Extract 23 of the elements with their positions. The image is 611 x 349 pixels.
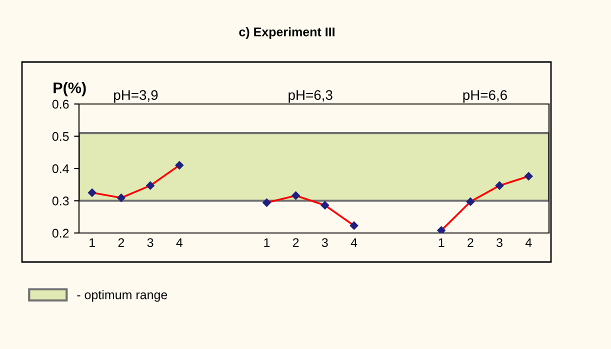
- y-tick-label: 0.6: [52, 100, 69, 109]
- x-tick-label: 4: [525, 238, 532, 247]
- x-tick-label: 3: [147, 238, 154, 248]
- x-tick-label: 2: [468, 238, 474, 247]
- x-tick-label: 3: [322, 238, 328, 248]
- chart-title: c) Experiment III: [239, 27, 334, 39]
- legend-label: - optimum range: [77, 290, 168, 302]
- x-tick-label: 4: [350, 238, 358, 247]
- y-axis-title: P(%): [54, 82, 86, 96]
- text: pH=3,9: [114, 90, 158, 103]
- x-tick-label: 1: [264, 238, 270, 247]
- y-tick-label: 0.5: [52, 132, 69, 141]
- y-tick-label: 0.4: [52, 164, 69, 174]
- x-tick-label: 1: [438, 238, 444, 247]
- x-tick-label: 3: [496, 238, 502, 248]
- y-tick-label: 0.3: [52, 196, 69, 206]
- x-tick-label: 4: [176, 238, 183, 247]
- y-tick-label: 0.2: [52, 228, 69, 238]
- x-tick-label: 2: [292, 238, 299, 247]
- text: pH=6,6: [463, 90, 507, 103]
- text: pH=6,3: [288, 90, 332, 103]
- x-tick-label: 1: [90, 238, 95, 247]
- x-tick-label: 2: [118, 238, 124, 247]
